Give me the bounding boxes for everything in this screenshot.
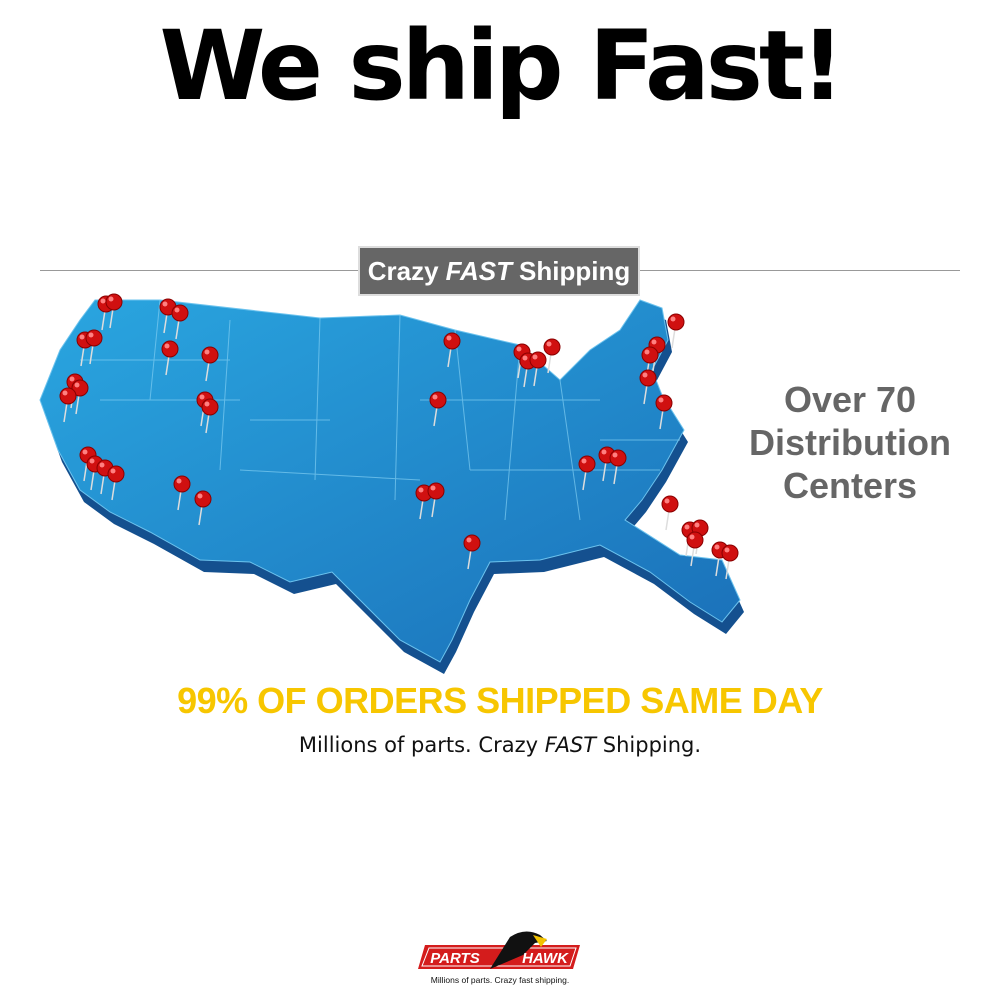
distribution-pin: [711, 541, 729, 577]
banner-pre: Crazy: [367, 255, 439, 286]
state-border: [559, 379, 581, 521]
distribution-pin: [543, 338, 561, 374]
map-body: [39, 299, 741, 663]
distribution-pin: [427, 482, 445, 518]
state-border: [394, 314, 401, 501]
distribution-pin: [661, 495, 679, 531]
distribution-pin: [161, 340, 179, 376]
state-border: [219, 319, 231, 471]
logo-hawk: HAWK: [522, 950, 569, 967]
distribution-pin: [85, 329, 103, 365]
sub-pre: Millions of parts. Crazy: [298, 733, 539, 757]
parts-hawk-logo: PARTS HAWK Millions of parts. Crazy fast…: [415, 925, 585, 987]
distribution-pin: [686, 531, 704, 567]
side-line-3: Centers: [782, 465, 918, 506]
divider-right: [640, 270, 960, 271]
distribution-pin: [107, 465, 125, 501]
distribution-centers-text: Over 70 Distribution Centers: [745, 378, 955, 507]
distribution-pin: [655, 394, 673, 430]
distribution-pin: [443, 332, 461, 368]
state-border: [504, 344, 521, 521]
banner-emph: FAST: [445, 255, 513, 286]
distribution-pin: [201, 346, 219, 382]
same-day-headline: 99% OF ORDERS SHIPPED SAME DAY: [177, 680, 823, 721]
distribution-pin: [721, 544, 739, 580]
side-line-1: Over 70: [783, 379, 917, 420]
distribution-pin: [105, 293, 123, 329]
headline: We ship Fast!: [159, 10, 844, 122]
distribution-pin: [59, 387, 77, 423]
distribution-pin: [667, 313, 685, 349]
distribution-pin: [578, 455, 596, 491]
banner: Crazy FAST Shipping: [358, 246, 640, 296]
distribution-pin: [639, 369, 657, 405]
sub-line: Millions of parts. Crazy FAST Shipping.: [0, 733, 1000, 757]
state-border: [314, 317, 321, 481]
distribution-pin: [429, 391, 447, 427]
banner-post: Shipping: [519, 255, 631, 286]
distribution-pin: [529, 351, 547, 387]
sub-emph: FAST: [544, 733, 597, 757]
distribution-pin: [194, 490, 212, 526]
distribution-pin: [609, 449, 627, 485]
distribution-pin: [173, 475, 191, 511]
sub-post: Shipping.: [602, 733, 702, 757]
side-line-2: Distribution: [749, 422, 951, 463]
divider-left: [40, 270, 358, 271]
distribution-pin: [463, 534, 481, 570]
state-border: [149, 299, 161, 401]
logo-tagline: Millions of parts. Crazy fast shipping.: [430, 975, 570, 985]
us-map: [39, 293, 744, 674]
state-border: [239, 469, 421, 481]
hawk-logo-graphic: PARTS HAWK: [418, 931, 580, 969]
distribution-pin: [71, 379, 89, 415]
distribution-pin: [171, 304, 189, 340]
logo-parts: PARTS: [430, 950, 479, 967]
distribution-pin: [201, 398, 219, 434]
